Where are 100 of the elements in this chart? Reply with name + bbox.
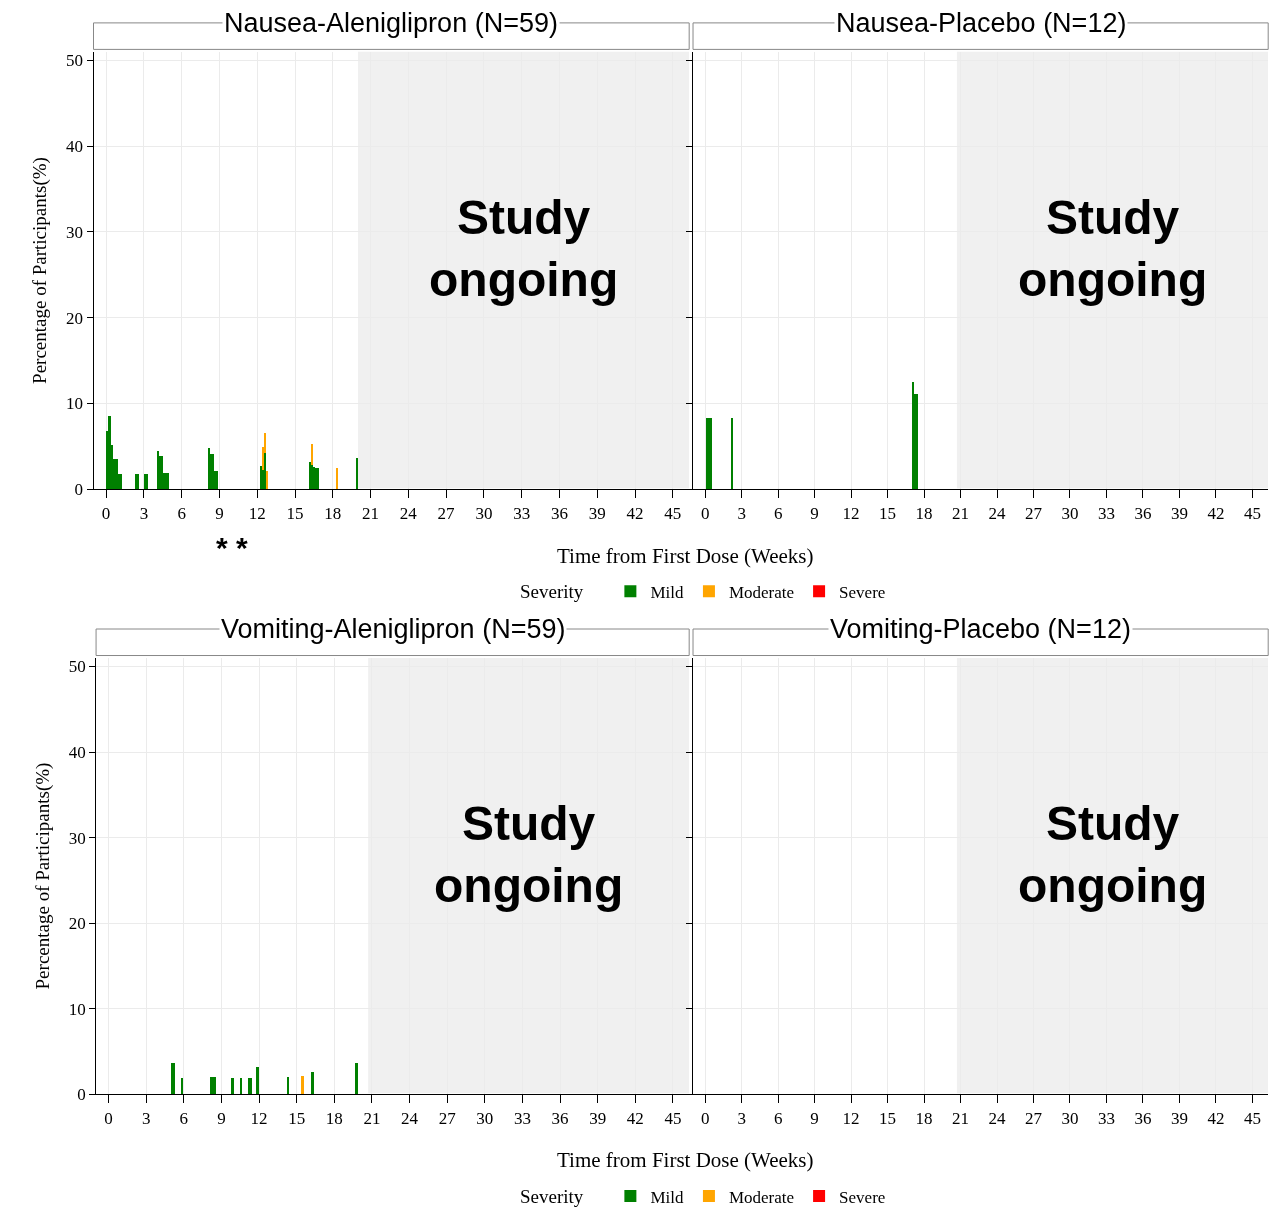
y-tick-label: 0 bbox=[77, 1085, 86, 1105]
x-tick-label: 18 bbox=[915, 1108, 933, 1128]
x-tick-label: 21 bbox=[952, 503, 970, 523]
y-tick-label: 20 bbox=[66, 308, 84, 328]
x-tick-label: 9 bbox=[215, 503, 224, 523]
x-tick-label: 33 bbox=[1097, 503, 1115, 523]
y-tick-label: 10 bbox=[66, 394, 84, 414]
bar bbox=[310, 443, 313, 465]
chart-title: Vomiting-Aleniglipron (N=59) bbox=[221, 614, 566, 644]
x-tick-label: 24 bbox=[988, 503, 1007, 523]
x-tick-label: 24 bbox=[401, 1108, 419, 1128]
x-tick-label: 12 bbox=[842, 503, 860, 523]
text: * * bbox=[216, 531, 249, 564]
y-tick-label: 40 bbox=[66, 137, 84, 157]
x-tick-label: 6 bbox=[177, 503, 186, 523]
x-tick-label: 30 bbox=[1061, 1108, 1079, 1128]
y-tick-label: 40 bbox=[68, 742, 86, 762]
x-tick-label: 27 bbox=[1025, 1108, 1043, 1128]
x-tick-label: 39 bbox=[1170, 503, 1188, 523]
x-tick-label: 45 bbox=[1243, 503, 1261, 523]
x-tick-label: 27 bbox=[437, 503, 456, 523]
x-tick-label: 42 bbox=[626, 503, 644, 523]
legend-label: Mild bbox=[650, 1187, 684, 1207]
x-tick-label: 33 bbox=[513, 1108, 531, 1128]
y-axis-title: Percentage of Participants(%) bbox=[31, 762, 54, 990]
legend-label: Mild bbox=[650, 582, 684, 602]
y-tick-label: 50 bbox=[66, 51, 84, 71]
x-tick-label: 36 bbox=[550, 503, 568, 523]
x-tick-label: 6 bbox=[179, 1108, 189, 1128]
x-tick-label: 15 bbox=[879, 1108, 897, 1128]
bar bbox=[355, 457, 358, 489]
x-tick-label: 9 bbox=[217, 1108, 226, 1128]
x-tick-label: 21 bbox=[952, 1108, 970, 1128]
x-tick-label: 33 bbox=[513, 503, 531, 523]
x-axis-title: Time from First Dose (Weeks) bbox=[557, 1148, 814, 1172]
legend-label: Severe bbox=[839, 1187, 886, 1207]
x-tick-label: 27 bbox=[1025, 503, 1043, 523]
x-tick-label: 24 bbox=[399, 503, 418, 523]
band-label: Study ongoing bbox=[1018, 797, 1208, 913]
chart-title: Vomiting-Placebo (N=12) bbox=[830, 614, 1131, 644]
x-tick-label: 42 bbox=[1207, 503, 1225, 523]
x-tick-label: 33 bbox=[1097, 1108, 1115, 1128]
x-tick-label: 45 bbox=[664, 503, 682, 523]
band-label: Study ongoing bbox=[429, 191, 619, 307]
x-tick-label: 39 bbox=[589, 1108, 607, 1128]
bar bbox=[265, 470, 268, 489]
x-tick-label: 3 bbox=[737, 503, 746, 523]
x-tick-label: 18 bbox=[915, 503, 933, 523]
x-tick-label: 15 bbox=[879, 503, 897, 523]
legend-title: Severity bbox=[520, 1186, 603, 1208]
bar bbox=[263, 452, 266, 489]
band-label: Study ongoing bbox=[434, 797, 624, 913]
y-tick-label: 20 bbox=[68, 914, 86, 934]
x-tick-label: 12 bbox=[842, 1108, 860, 1128]
y-axis-title: Percentage of Participants(%) bbox=[28, 157, 51, 384]
x-tick-label: 18 bbox=[324, 503, 342, 523]
x-tick-label: 36 bbox=[1134, 503, 1152, 523]
band-label: Study ongoing bbox=[1018, 191, 1208, 307]
y-tick-label: 0 bbox=[74, 480, 84, 500]
bar bbox=[335, 467, 338, 489]
bar bbox=[156, 450, 159, 489]
x-tick-label: 30 bbox=[1061, 503, 1079, 523]
legend-title: Severity bbox=[520, 581, 603, 603]
x-tick-label: 15 bbox=[288, 1108, 306, 1128]
bar bbox=[207, 447, 210, 489]
y-tick-label: 10 bbox=[68, 999, 86, 1019]
x-tick-label: 9 bbox=[810, 503, 819, 523]
legend-label: Moderate bbox=[728, 582, 795, 602]
x-tick-label: 12 bbox=[250, 1108, 268, 1128]
x-tick-label: 24 bbox=[988, 1108, 1007, 1128]
x-tick-label: 12 bbox=[248, 503, 266, 523]
y-tick-label: 30 bbox=[66, 222, 84, 242]
x-tick-label: 3 bbox=[141, 1108, 151, 1128]
x-tick-label: 9 bbox=[810, 1108, 819, 1128]
x-tick-label: 0 bbox=[101, 503, 111, 523]
x-tick-label: 18 bbox=[325, 1108, 343, 1128]
x-tick-label: 42 bbox=[626, 1108, 644, 1128]
x-tick-label: 39 bbox=[588, 503, 606, 523]
y-tick-label: 30 bbox=[68, 828, 86, 848]
x-tick-label: 6 bbox=[773, 503, 783, 523]
x-tick-label: 45 bbox=[1243, 1108, 1261, 1128]
x-tick-label: 0 bbox=[700, 503, 710, 523]
chart-title: Nausea-Placebo (N=12) bbox=[836, 8, 1127, 38]
x-tick-label: 30 bbox=[476, 1108, 494, 1128]
x-tick-label: 39 bbox=[1170, 1108, 1188, 1128]
legend-label: Moderate bbox=[728, 1187, 795, 1207]
x-tick-label: 21 bbox=[363, 1108, 381, 1128]
x-tick-label: 3 bbox=[737, 1108, 746, 1128]
x-tick-label: 45 bbox=[664, 1108, 682, 1128]
y-tick-label: 50 bbox=[68, 657, 86, 677]
x-tick-label: 15 bbox=[286, 503, 304, 523]
x-tick-label: 6 bbox=[773, 1108, 783, 1128]
x-tick-label: 0 bbox=[104, 1108, 113, 1128]
x-tick-label: 36 bbox=[1134, 1108, 1152, 1128]
x-tick-label: 36 bbox=[551, 1108, 569, 1128]
x-tick-label: 0 bbox=[700, 1108, 710, 1128]
x-tick-label: 30 bbox=[475, 503, 493, 523]
x-axis-title: Time from First Dose (Weeks) bbox=[557, 544, 814, 568]
legend-label: Severe bbox=[839, 582, 886, 602]
x-tick-label: 3 bbox=[139, 503, 149, 523]
